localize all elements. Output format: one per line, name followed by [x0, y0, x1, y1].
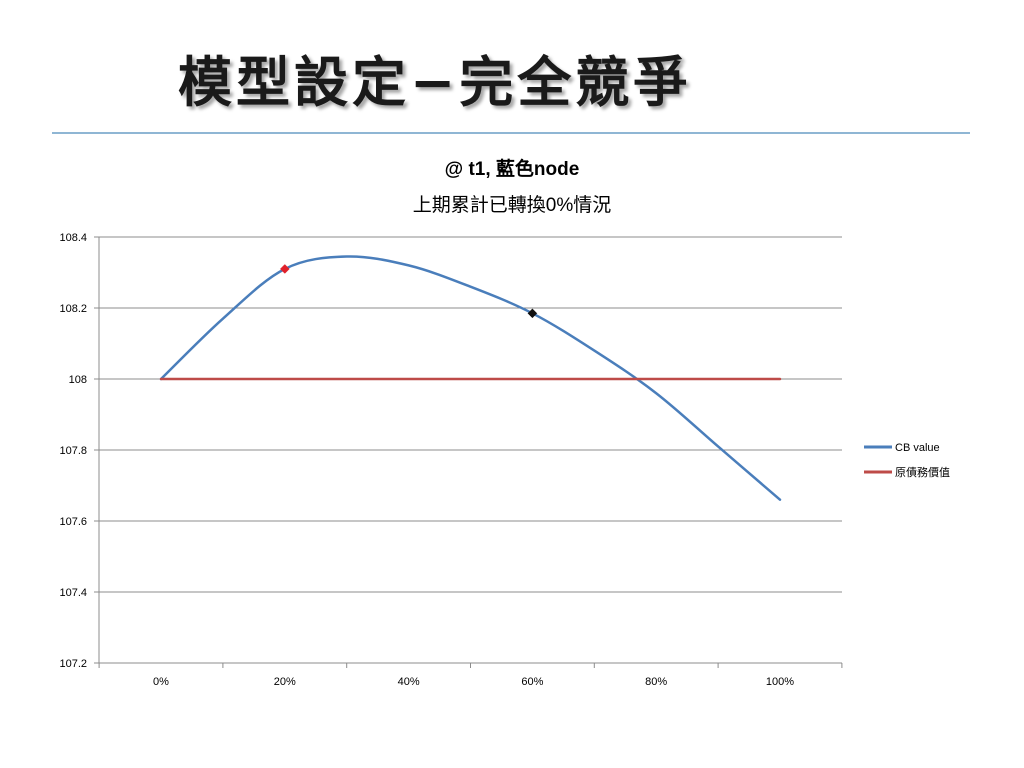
- legend: CB value 原債務價值: [864, 442, 950, 479]
- title-divider: [52, 132, 970, 134]
- series-cb-value-line: [159, 255, 782, 501]
- y-tick-label: 107.4: [59, 587, 87, 599]
- axes: 107.2 107.4 107.6 107.8 108 108.2 108.4 0% 20% 40…: [59, 232, 843, 688]
- chart-title-line2: 上期累計已轉換0%情況: [413, 194, 611, 216]
- blue-node-marker: [527, 308, 538, 319]
- x-tick-label: 60%: [521, 676, 543, 688]
- x-tick-label: 0%: [153, 676, 169, 688]
- markers: [279, 264, 538, 319]
- x-tick-label: 20%: [274, 676, 296, 688]
- chart-title-line1: @ t1, 藍色node: [445, 157, 580, 180]
- y-tick-label: 107.2: [59, 658, 87, 670]
- x-tick-label: 100%: [766, 676, 794, 688]
- gridlines: [99, 236, 842, 664]
- x-tick-label: 40%: [398, 676, 420, 688]
- legend-label: 原債務價值: [895, 465, 950, 479]
- y-tick-label: 108.4: [59, 232, 87, 244]
- red-node-marker: [279, 264, 290, 274]
- x-tick-label: 80%: [645, 676, 667, 688]
- y-tick-label: 107.6: [59, 516, 87, 528]
- series: [159, 255, 782, 501]
- slide-title: 模型設定−完全競爭: [178, 50, 692, 114]
- legend-label: CB value: [895, 442, 940, 454]
- y-tick-label: 108.2: [59, 303, 87, 315]
- y-tick-label: 107.8: [59, 445, 87, 457]
- y-tick-label: 108: [69, 374, 87, 386]
